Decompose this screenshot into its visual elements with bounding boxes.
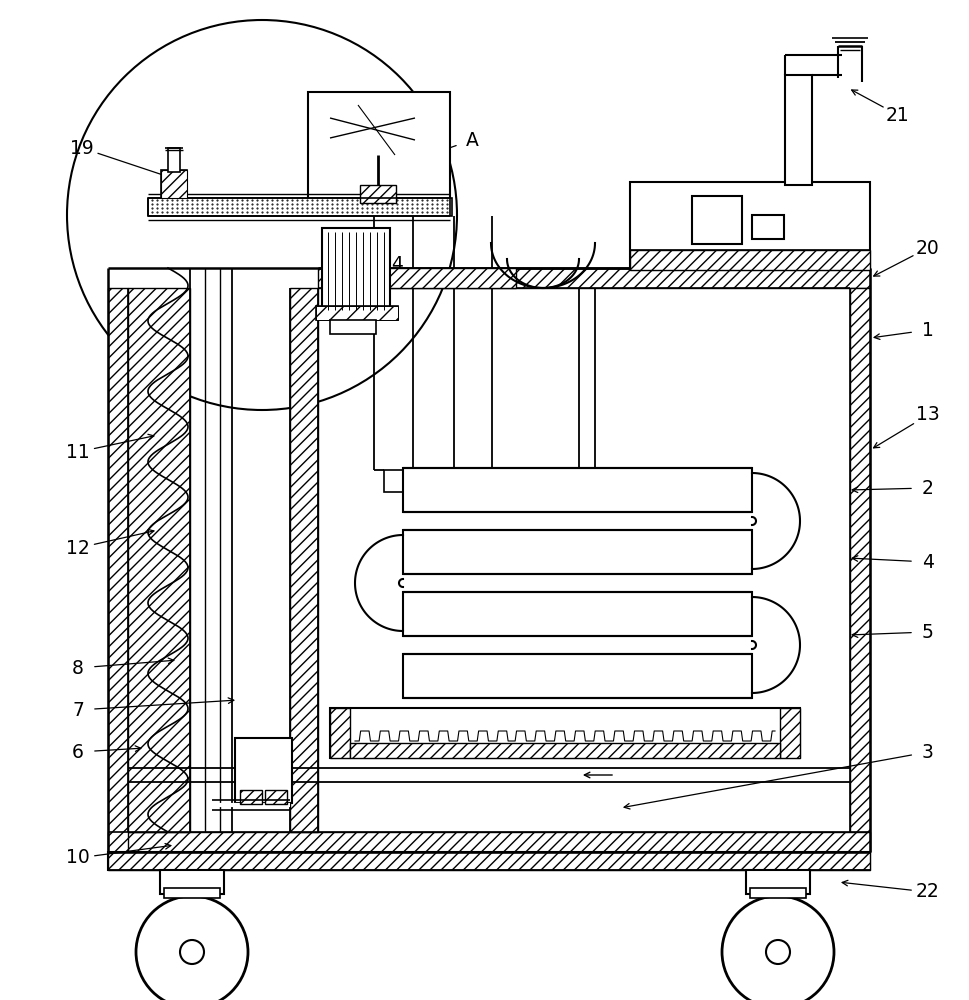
Bar — [384, 470, 402, 492]
Text: 10: 10 — [66, 848, 90, 867]
Bar — [161, 170, 187, 198]
Circle shape — [721, 896, 833, 1000]
Circle shape — [136, 896, 248, 1000]
Bar — [751, 215, 783, 239]
Text: 22: 22 — [915, 882, 939, 901]
Text: 2: 2 — [922, 479, 933, 497]
Circle shape — [766, 940, 789, 964]
Bar — [629, 250, 869, 270]
Bar — [849, 288, 869, 852]
Bar — [108, 288, 128, 852]
Bar — [108, 832, 869, 852]
Bar — [316, 306, 397, 320]
Bar — [265, 790, 287, 804]
Bar — [161, 170, 187, 198]
Bar — [350, 743, 779, 758]
Bar — [108, 852, 869, 870]
Circle shape — [180, 940, 203, 964]
Bar — [322, 228, 390, 318]
Text: 14: 14 — [380, 255, 403, 274]
Bar — [308, 92, 450, 200]
Bar — [108, 852, 869, 870]
Text: 19: 19 — [70, 139, 94, 158]
Bar — [402, 654, 751, 698]
Bar — [463, 470, 482, 492]
Text: 12: 12 — [66, 538, 90, 558]
Bar — [691, 196, 741, 244]
Bar — [290, 288, 318, 832]
Bar — [402, 468, 751, 512]
Text: 8: 8 — [72, 658, 84, 678]
Bar — [316, 306, 397, 320]
Text: 7: 7 — [72, 700, 84, 720]
Bar — [745, 870, 809, 894]
Text: 3: 3 — [922, 742, 933, 762]
Text: 6: 6 — [72, 742, 84, 762]
Bar — [402, 530, 751, 574]
Text: 1: 1 — [922, 320, 933, 340]
Bar — [402, 592, 751, 636]
Text: 20: 20 — [915, 238, 939, 257]
Bar — [318, 268, 869, 288]
Bar — [160, 870, 224, 894]
Text: A: A — [465, 131, 478, 150]
Bar — [168, 148, 180, 172]
Bar — [374, 268, 516, 288]
Bar — [164, 888, 220, 898]
Text: 5: 5 — [922, 622, 933, 642]
Bar — [329, 708, 350, 758]
Bar — [779, 708, 799, 758]
Text: 11: 11 — [66, 442, 90, 462]
Circle shape — [67, 20, 456, 410]
Bar — [629, 182, 869, 270]
Bar — [239, 790, 262, 804]
Bar — [234, 738, 292, 803]
Bar — [148, 198, 452, 216]
Bar — [128, 288, 190, 832]
Bar — [749, 888, 805, 898]
Text: 21: 21 — [886, 106, 909, 125]
Bar — [359, 185, 395, 203]
Bar — [784, 75, 811, 185]
Text: 4: 4 — [922, 552, 933, 572]
Bar — [329, 708, 799, 758]
Text: 13: 13 — [915, 406, 939, 424]
Bar — [329, 320, 376, 334]
